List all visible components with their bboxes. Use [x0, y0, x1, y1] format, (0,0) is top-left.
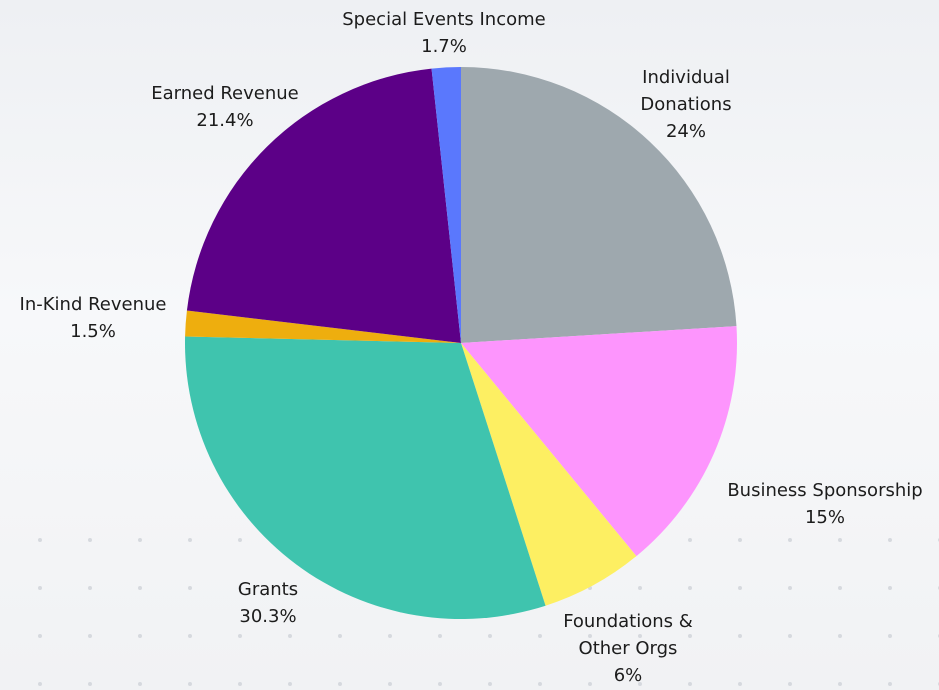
bg-dot — [888, 634, 892, 638]
bg-dot — [638, 586, 642, 590]
bg-dot — [38, 586, 42, 590]
bg-dot — [638, 682, 642, 686]
pie-slice — [461, 343, 637, 606]
bg-dot — [138, 538, 142, 542]
value-label: 15% — [804, 507, 845, 528]
slice-label: Grants 30.3% — [208, 576, 328, 630]
category-name: Foundations & Other Orgs — [563, 611, 693, 659]
pie-slice — [185, 336, 546, 619]
bg-dot — [688, 682, 692, 686]
bg-dot — [188, 586, 192, 590]
bg-dot — [88, 586, 92, 590]
bg-dot — [38, 682, 42, 686]
slice-label: Earned Revenue 21.4% — [125, 80, 325, 134]
bg-dot — [688, 586, 692, 590]
bg-dot — [688, 634, 692, 638]
bg-dot — [788, 538, 792, 542]
pie-slice — [185, 310, 461, 343]
value-label: 21.4% — [196, 110, 254, 131]
bg-dot — [438, 634, 442, 638]
bg-dot — [388, 634, 392, 638]
slice-label: Special Events Income 1.7% — [314, 6, 574, 60]
bg-dot — [388, 682, 392, 686]
bg-dot — [88, 634, 92, 638]
pie-slice — [186, 68, 461, 344]
bg-dot — [638, 634, 642, 638]
value-label: 24% — [665, 121, 706, 142]
bg-dot — [738, 586, 742, 590]
pie-slice — [461, 326, 737, 557]
bg-dot — [188, 682, 192, 686]
bg-dot — [738, 634, 742, 638]
bg-dot — [338, 682, 342, 686]
bg-dot — [838, 634, 842, 638]
bg-dot — [538, 634, 542, 638]
slice-label: Foundations & Other Orgs 6% — [548, 608, 708, 689]
category-name: Individual Donations — [640, 67, 732, 115]
bg-dot — [238, 538, 242, 542]
bg-dot — [788, 634, 792, 638]
bg-dot — [288, 634, 292, 638]
bg-dot — [888, 538, 892, 542]
bg-dot — [288, 682, 292, 686]
category-name: Earned Revenue — [151, 83, 299, 104]
bg-dot — [138, 586, 142, 590]
category-name: Grants — [237, 579, 299, 600]
slice-label: Individual Donations 24% — [611, 64, 761, 145]
bg-dot — [238, 586, 242, 590]
bg-dot — [488, 634, 492, 638]
bg-dot — [838, 682, 842, 686]
value-label: 6% — [613, 665, 643, 686]
category-name: Business Sponsorship — [727, 480, 923, 501]
bg-dot — [138, 682, 142, 686]
bg-dot — [838, 538, 842, 542]
value-label: 1.7% — [421, 36, 467, 57]
bg-dot — [788, 586, 792, 590]
category-name: Special Events Income — [342, 9, 546, 30]
slice-label: In-Kind Revenue 1.5% — [0, 291, 193, 345]
bg-dot — [488, 682, 492, 686]
bg-dot — [688, 538, 692, 542]
bg-dot — [38, 538, 42, 542]
bg-dot — [888, 586, 892, 590]
slice-label: Business Sponsorship 15% — [695, 477, 939, 531]
bg-dot — [88, 682, 92, 686]
pie-slice — [431, 67, 461, 343]
bg-dot — [588, 682, 592, 686]
bg-dot — [738, 538, 742, 542]
bg-dot — [788, 682, 792, 686]
bg-dot — [538, 682, 542, 686]
bg-dot — [188, 538, 192, 542]
bg-dot — [238, 682, 242, 686]
bg-dot — [238, 634, 242, 638]
bg-dot — [288, 586, 292, 590]
bg-dot — [88, 538, 92, 542]
bg-dot — [588, 634, 592, 638]
pie-slice — [461, 67, 737, 343]
bg-dot — [438, 682, 442, 686]
bg-dot — [338, 634, 342, 638]
bg-dot — [838, 586, 842, 590]
value-label: 1.5% — [70, 321, 116, 342]
bg-dot — [738, 682, 742, 686]
bg-dot — [138, 634, 142, 638]
value-label: 30.3% — [239, 606, 297, 627]
bg-dot — [188, 634, 192, 638]
bg-dot — [888, 682, 892, 686]
category-name: In-Kind Revenue — [19, 294, 167, 315]
bg-dot — [38, 634, 42, 638]
